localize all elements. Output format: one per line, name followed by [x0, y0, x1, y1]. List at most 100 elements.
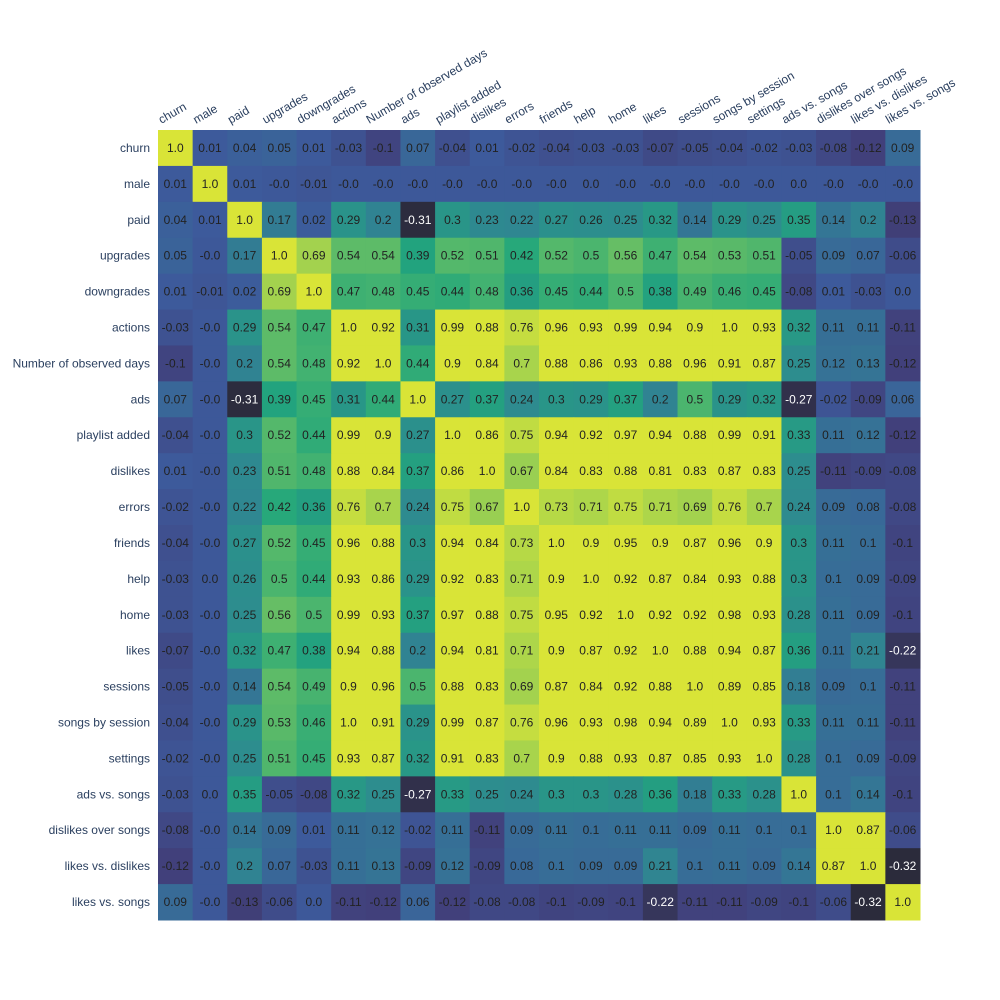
heatmap-cell-value: -0.12 [854, 141, 882, 155]
heatmap-cell-value: -0.08 [162, 823, 190, 837]
heatmap-cell-value: 0.0 [306, 895, 323, 909]
heatmap-cell-value: 0.29 [233, 321, 257, 335]
heatmap-cell-value: 0.3 [790, 572, 807, 586]
heatmap-cell-value: 0.67 [475, 500, 499, 514]
heatmap-cell-value: -0.08 [508, 895, 536, 909]
heatmap-cell-value: -0.0 [407, 177, 428, 191]
heatmap-cell-value: 0.5 [687, 392, 704, 406]
heatmap-cell-value: -0.11 [716, 895, 743, 909]
heatmap-cell-value: 0.92 [579, 608, 603, 622]
heatmap-cell-value: -0.0 [200, 249, 221, 263]
heatmap-cell-value: 0.24 [510, 787, 534, 801]
heatmap-cell-value: 0.07 [856, 249, 880, 263]
heatmap-cell-value: 0.45 [302, 751, 326, 765]
heatmap-cell-value: 0.5 [306, 608, 323, 622]
heatmap-cell-value: -0.12 [889, 356, 917, 370]
heatmap-cell-value: 0.52 [545, 249, 569, 263]
heatmap-cell-value: -0.0 [858, 177, 879, 191]
heatmap-cell-value: 0.3 [409, 536, 426, 550]
heatmap-cell-value: -0.06 [889, 249, 917, 263]
heatmap-cell-value: 0.25 [371, 787, 395, 801]
heatmap-cell-value: 0.09 [752, 859, 776, 873]
heatmap-cell-value: -0.11 [682, 895, 709, 909]
heatmap-cell-value: 0.87 [856, 823, 880, 837]
heatmap-cell-value: 0.29 [233, 716, 257, 730]
heatmap-cell-value: 0.39 [406, 249, 430, 263]
heatmap-cell-value: -0.08 [820, 141, 848, 155]
heatmap-cell-value: 0.93 [614, 751, 638, 765]
heatmap-cell-value: -0.0 [200, 500, 221, 514]
heatmap-cell-value: 0.12 [371, 823, 395, 837]
heatmap-cell-value: 1.0 [548, 536, 565, 550]
heatmap-cell-value: 0.88 [475, 608, 499, 622]
heatmap-cell-value: -0.13 [889, 213, 917, 227]
column-label: help [571, 103, 598, 127]
heatmap-cell-value: 0.88 [649, 680, 673, 694]
heatmap-cell-value: 0.44 [579, 285, 603, 299]
heatmap-cell-value: 0.91 [441, 751, 465, 765]
column-label: errors [502, 99, 536, 127]
heatmap-cell-value: 0.47 [268, 644, 292, 658]
heatmap-cell-value: 0.32 [337, 787, 361, 801]
heatmap-cell-value: 0.44 [302, 428, 326, 442]
heatmap-cell-value: 0.93 [752, 716, 776, 730]
heatmap-cell-value: 0.52 [268, 536, 292, 550]
heatmap-cell-value: 0.09 [268, 823, 292, 837]
row-label: downgrades [85, 285, 150, 299]
heatmap-cell-value: 0.87 [649, 751, 673, 765]
heatmap-cell-value: 0.88 [545, 356, 569, 370]
heatmap-cell-value: -0.09 [473, 859, 501, 873]
heatmap-cell-value: -0.0 [200, 608, 221, 622]
heatmap-cell-value: 0.73 [545, 500, 569, 514]
heatmap-cell-value: 0.91 [752, 428, 776, 442]
heatmap-cell-value: -0.1 [546, 895, 567, 909]
heatmap-cell-value: 0.42 [510, 249, 534, 263]
heatmap-cell-value: 0.11 [718, 859, 741, 873]
row-label: actions [112, 321, 150, 335]
heatmap-cell-value: 0.87 [649, 572, 673, 586]
heatmap-cell-value: 0.76 [510, 321, 534, 335]
heatmap-cell-value: 0.27 [441, 392, 465, 406]
heatmap-cell-value: 0.9 [548, 572, 565, 586]
heatmap-cell-value: 0.13 [856, 356, 880, 370]
heatmap-cell-value: 0.87 [371, 751, 395, 765]
heatmap-cell-value: -0.02 [820, 392, 848, 406]
heatmap-cell-value: 0.2 [375, 213, 392, 227]
heatmap-cell-value: 0.0 [583, 177, 600, 191]
heatmap-cell-value: 0.01 [475, 141, 499, 155]
heatmap-cell-value: 0.94 [649, 428, 673, 442]
heatmap-cell-value: -0.01 [300, 177, 328, 191]
row-label: ads [131, 392, 150, 406]
heatmap-cell-value: -0.32 [854, 895, 882, 909]
heatmap-cell-value: 0.47 [337, 285, 361, 299]
heatmap-cell-value: 0.5 [271, 572, 288, 586]
heatmap-cell-value: -0.0 [892, 177, 913, 191]
heatmap-cell-value: -0.07 [162, 644, 190, 658]
heatmap-cell-value: 0.28 [752, 787, 776, 801]
heatmap-cell-value: 0.1 [687, 859, 704, 873]
heatmap-cell-value: 0.18 [683, 787, 707, 801]
heatmap-cell-value: 1.0 [479, 464, 496, 478]
heatmap-cell-value: -0.04 [716, 141, 744, 155]
heatmap-cell-value: 0.23 [233, 464, 257, 478]
heatmap-cell-value: 1.0 [375, 356, 392, 370]
heatmap-cell-value: -0.0 [823, 177, 844, 191]
heatmap-cell-value: 0.25 [233, 608, 257, 622]
heatmap-cell-value: -0.27 [404, 787, 432, 801]
heatmap-cell-value: 0.56 [268, 608, 292, 622]
heatmap-cell-value: 0.46 [718, 285, 742, 299]
heatmap-cell-value: 0.11 [857, 321, 880, 335]
heatmap-cell-value: 0.09 [683, 823, 707, 837]
heatmap-cell-value: -0.0 [442, 177, 463, 191]
heatmap-cell-value: 0.94 [649, 716, 673, 730]
heatmap-cell-value: 0.1 [548, 859, 565, 873]
heatmap-cell-value: -0.03 [300, 859, 328, 873]
heatmap-cell-value: -0.08 [473, 895, 501, 909]
heatmap-cell-value: 0.37 [475, 392, 499, 406]
heatmap-cell-value: 0.69 [302, 249, 326, 263]
heatmap-cell-value: 0.87 [683, 536, 707, 550]
heatmap-cell-value: -0.08 [889, 500, 917, 514]
heatmap-cell-value: 0.39 [268, 392, 292, 406]
heatmap-cell-value: 0.9 [687, 321, 704, 335]
